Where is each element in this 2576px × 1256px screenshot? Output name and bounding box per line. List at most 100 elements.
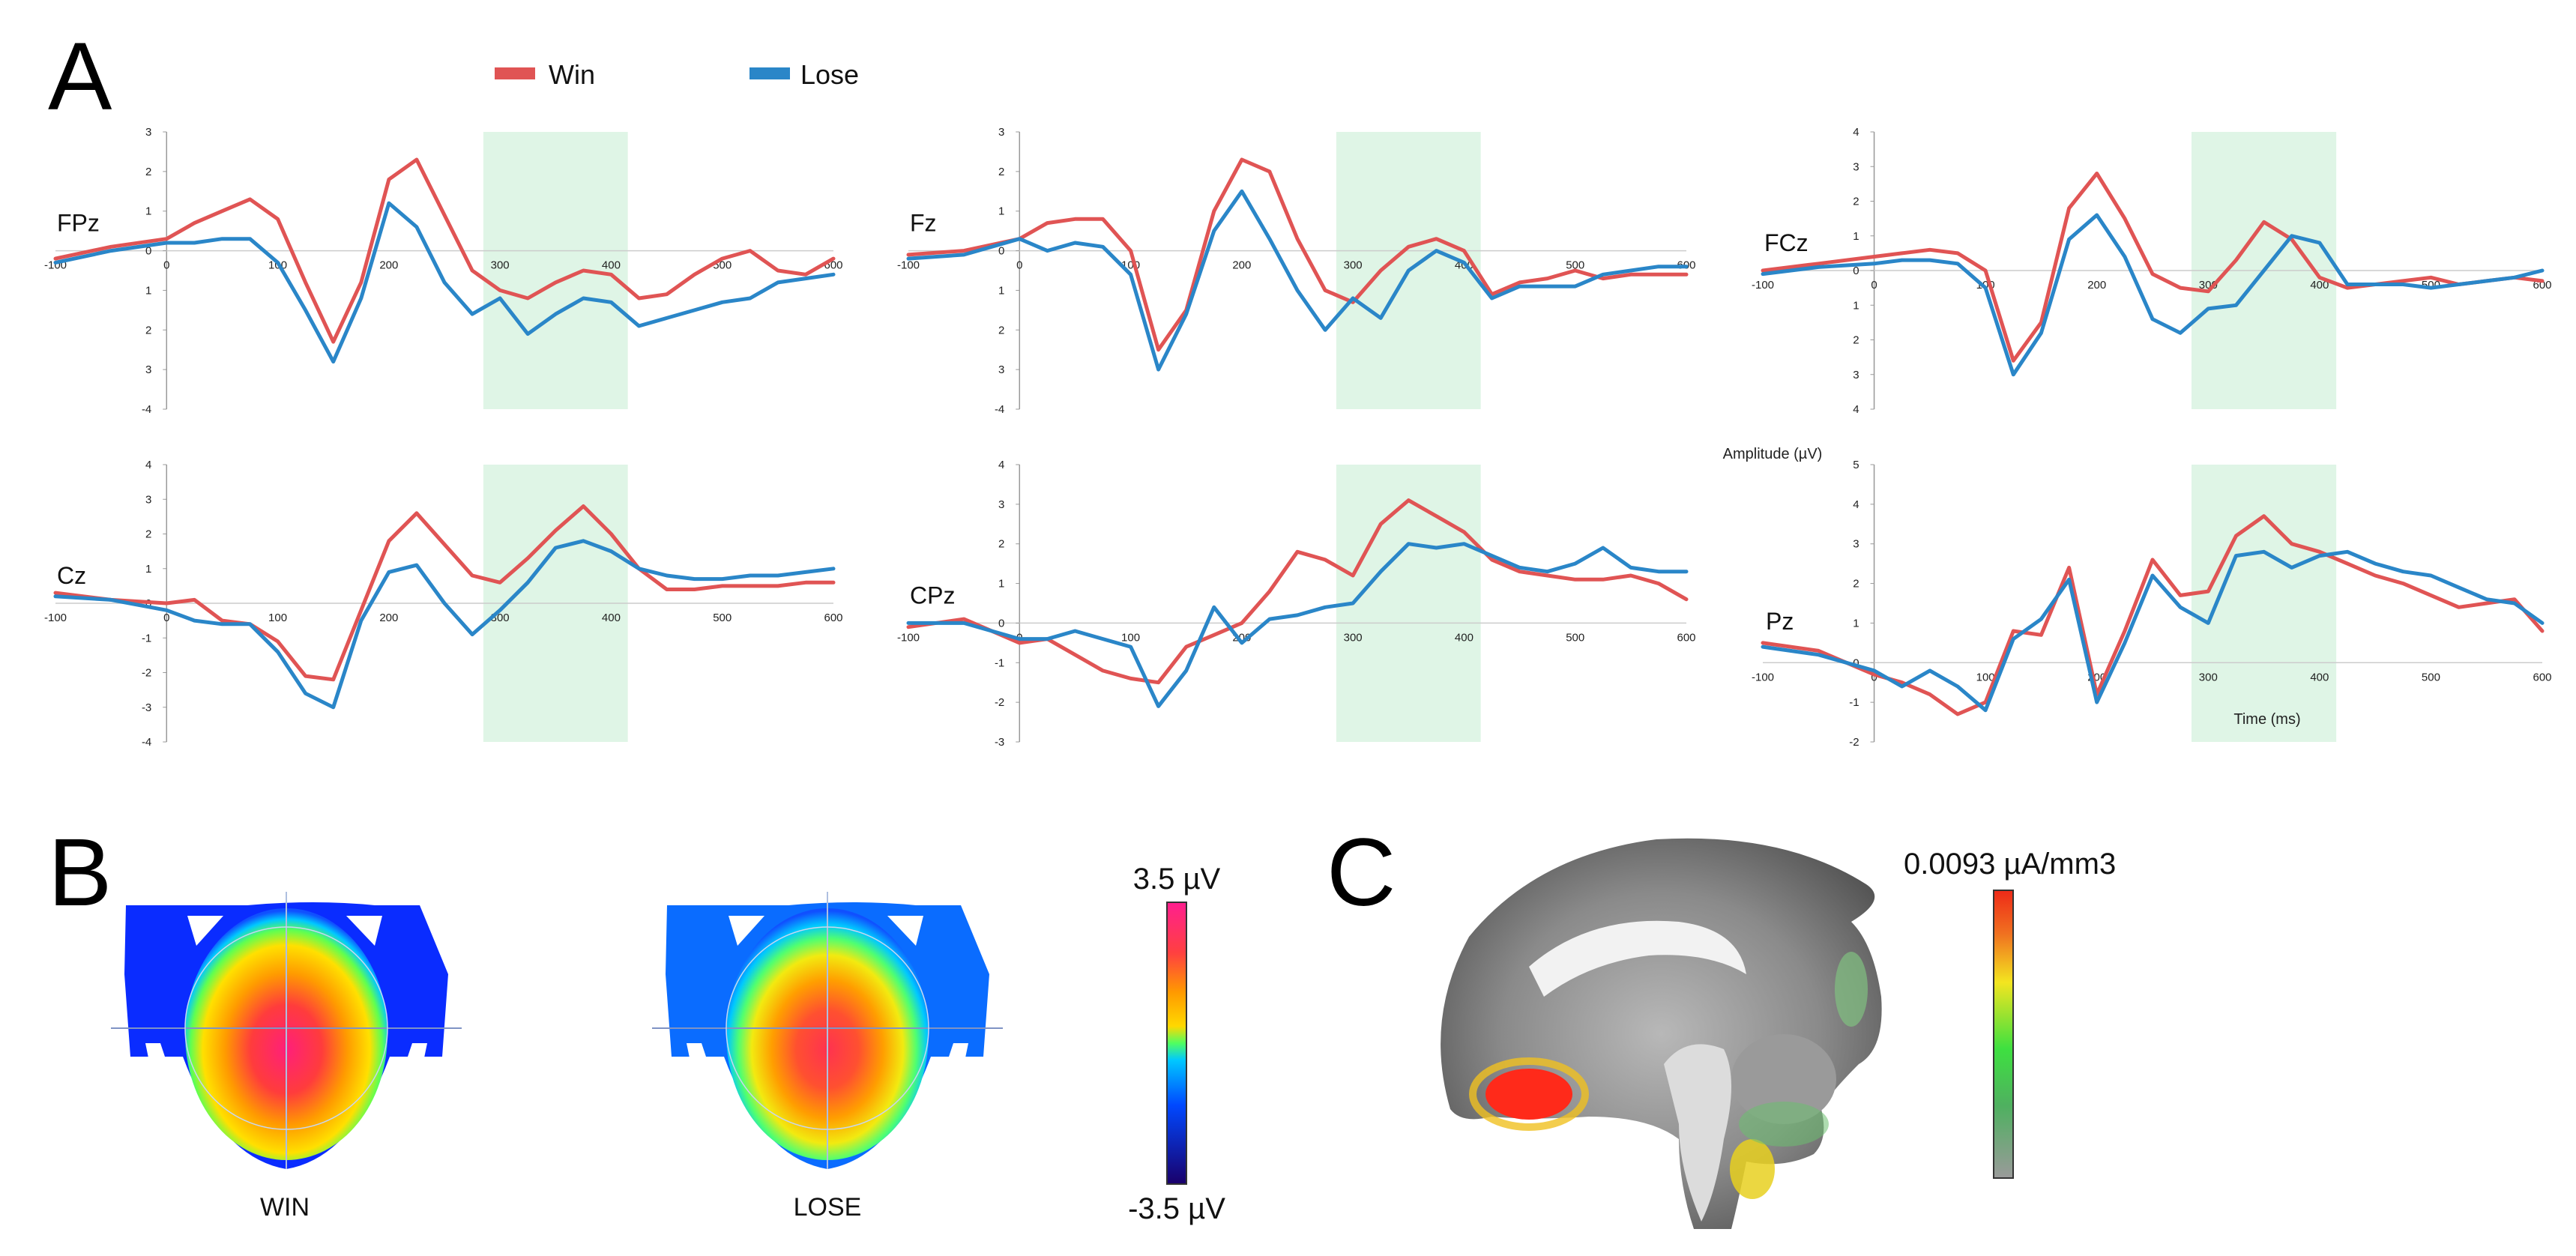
x-tick-label: 100 <box>268 612 287 624</box>
y-tick-label: 3 <box>998 363 1004 376</box>
series-win-fcz <box>1761 172 2545 363</box>
x-tick-label: -100 <box>1752 671 1774 683</box>
y-tick-label: -4 <box>142 736 151 749</box>
y-tick-label: 3 <box>1853 160 1859 173</box>
y-tick-label: 4 <box>145 459 151 471</box>
y-tick-label: 2 <box>998 538 1004 551</box>
cerebellum <box>1731 1034 1836 1124</box>
y-tick-label: -2 <box>1849 736 1859 749</box>
y-tick-label: 1 <box>145 205 151 218</box>
colorbar-b <box>1166 902 1187 1185</box>
series-win-fpz <box>53 157 836 344</box>
x-tick-label: 200 <box>379 612 398 624</box>
activation-ofc-halo <box>1469 1057 1589 1131</box>
topomap-lose-cutout <box>687 1043 721 1102</box>
x-tick-label: 200 <box>1232 259 1251 272</box>
x-tick-label: 500 <box>1566 259 1584 272</box>
y-tick-label: 3 <box>145 126 151 139</box>
analysis-window <box>2192 465 2337 742</box>
x-tick-label: 0 <box>163 612 169 624</box>
y-tick-label: 3 <box>1853 538 1859 551</box>
x-tick-label: 300 <box>1344 631 1363 644</box>
topomap-win-cutout <box>187 916 223 946</box>
topomap-lose: LOSE <box>652 892 1003 1222</box>
y-tick-label: 1 <box>1853 299 1859 312</box>
series-win-fz <box>906 157 1689 352</box>
legend-label-win: Win <box>549 59 595 90</box>
x-tick-label: 600 <box>2533 671 2551 683</box>
x-tick-label: 200 <box>379 259 398 272</box>
y-tick-label: 2 <box>998 324 1004 336</box>
y-tick-label: 3 <box>145 363 151 376</box>
brainstem <box>1664 1044 1731 1222</box>
topomap-win: WIN <box>111 892 462 1222</box>
y-tick-label: 4 <box>998 459 1004 471</box>
x-tick-label: 500 <box>2422 671 2440 683</box>
y-tick-label: -4 <box>995 403 1004 416</box>
panel-letter-b: B <box>48 819 112 926</box>
x-tick-label: 100 <box>1976 671 1995 683</box>
x-axis-title: Time (ms) <box>2233 711 2300 728</box>
series-lose-cpz <box>906 542 1689 708</box>
y-tick-label: 4 <box>1853 126 1859 139</box>
corpus-callosum <box>1529 920 1746 997</box>
y-tick-label: -4 <box>142 403 151 416</box>
topomap-win-cutout <box>145 1043 180 1102</box>
activation-occipital <box>1835 952 1868 1027</box>
x-tick-label: 300 <box>491 259 510 272</box>
colorbar-b-max: 3.5 µV <box>1133 863 1221 896</box>
topomap-win-cutout <box>346 916 382 946</box>
topomap-lose-cutout <box>934 1043 968 1102</box>
legend: Win Lose <box>495 59 859 90</box>
x-tick-label: 400 <box>602 259 621 272</box>
legend-swatch-lose <box>749 67 790 79</box>
x-tick-label: 400 <box>2310 671 2329 683</box>
y-tick-label: 3 <box>998 498 1004 511</box>
y-tick-label: 1 <box>998 578 1004 591</box>
series-win-cz <box>53 504 836 682</box>
topomap-win-label: WIN <box>260 1193 310 1222</box>
topomap-lose-cutout <box>729 916 764 946</box>
electrode-label: Pz <box>1766 608 1794 635</box>
y-tick-label: 4 <box>1853 403 1859 416</box>
electrode-label: Cz <box>57 562 86 589</box>
colorbar-c <box>1993 890 2014 1179</box>
x-tick-label: 600 <box>824 612 842 624</box>
brain-sagittal <box>1441 838 1882 1229</box>
y-tick-label: 0 <box>1853 656 1859 669</box>
activation-cerebellum-green <box>1739 1102 1829 1147</box>
topomap-lose-ring <box>726 926 929 1130</box>
y-tick-label: 2 <box>998 166 1004 178</box>
x-tick-label: 600 <box>1677 631 1695 644</box>
y-tick-label: 2 <box>145 324 151 336</box>
series-lose-pz <box>1761 549 2545 713</box>
x-tick-label: 400 <box>602 612 621 624</box>
series-lose-fz <box>906 189 1689 372</box>
y-tick-label: -2 <box>142 667 151 680</box>
electrode-label: CPz <box>910 582 955 609</box>
activation-cerebellum <box>1730 1139 1775 1199</box>
x-tick-label: 200 <box>2087 279 2106 292</box>
series-lose-cz <box>53 539 836 710</box>
colorbar-c-max: 0.0093 µA/mm3 <box>1904 848 2116 881</box>
x-tick-label: 0 <box>1016 259 1022 272</box>
y-tick-label: -3 <box>142 701 151 714</box>
x-tick-label: -100 <box>897 259 920 272</box>
y-tick-label: 0 <box>145 245 151 258</box>
y-tick-label: 0 <box>1853 265 1859 277</box>
analysis-window <box>1336 465 1481 742</box>
y-tick-label: 3 <box>145 493 151 506</box>
y-tick-label: 2 <box>1853 578 1859 591</box>
y-tick-label: 1 <box>1853 230 1859 243</box>
y-tick-label: 0 <box>998 617 1004 629</box>
x-tick-label: -100 <box>44 612 67 624</box>
y-tick-label: 2 <box>1853 196 1859 208</box>
x-tick-label: -100 <box>1752 279 1774 292</box>
y-tick-label: 2 <box>1853 334 1859 347</box>
y-tick-label: 3 <box>998 126 1004 139</box>
legend-swatch-win <box>495 67 535 79</box>
